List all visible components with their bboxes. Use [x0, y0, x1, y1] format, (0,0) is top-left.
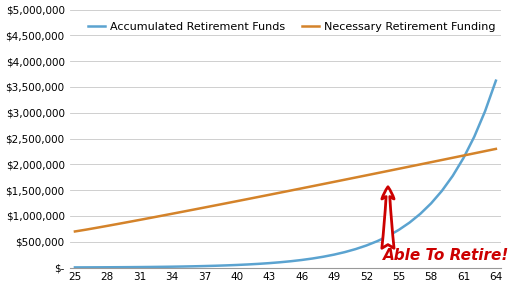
Necessary Retirement Funding [126, 220, 132, 224]
Accumulated Retirement Funds [104, 266, 110, 269]
Necessary Retirement Funding [169, 212, 175, 215]
Accumulated Retirement Funds [244, 263, 251, 266]
Necessary Retirement Funding [482, 149, 488, 153]
Necessary Retirement Funding [417, 163, 423, 166]
Accumulated Retirement Funds [191, 265, 197, 268]
Accumulated Retirement Funds [212, 264, 219, 268]
Necessary Retirement Funding [395, 167, 402, 170]
Accumulated Retirement Funds [385, 234, 391, 238]
Line: Necessary Retirement Funding: Necessary Retirement Funding [75, 149, 496, 232]
Accumulated Retirement Funds [223, 264, 229, 267]
Necessary Retirement Funding [439, 158, 445, 162]
Necessary Retirement Funding [223, 202, 229, 205]
Accumulated Retirement Funds [180, 265, 186, 268]
Accumulated Retirement Funds [137, 265, 143, 269]
Accumulated Retirement Funds [428, 202, 435, 205]
Necessary Retirement Funding [180, 210, 186, 213]
Necessary Retirement Funding [212, 204, 219, 207]
Text: Able To Retire!: Able To Retire! [383, 249, 509, 264]
Accumulated Retirement Funds [374, 240, 380, 243]
Necessary Retirement Funding [288, 189, 294, 192]
Accumulated Retirement Funds [320, 255, 326, 258]
Necessary Retirement Funding [244, 197, 251, 201]
Accumulated Retirement Funds [407, 221, 413, 224]
Necessary Retirement Funding [147, 216, 154, 219]
Necessary Retirement Funding [115, 222, 121, 226]
Necessary Retirement Funding [82, 228, 89, 232]
Accumulated Retirement Funds [115, 266, 121, 269]
Accumulated Retirement Funds [158, 265, 164, 269]
Accumulated Retirement Funds [471, 135, 477, 139]
Accumulated Retirement Funds [417, 212, 423, 215]
Necessary Retirement Funding [493, 147, 499, 151]
Accumulated Retirement Funds [201, 264, 208, 268]
Accumulated Retirement Funds [234, 263, 240, 267]
Necessary Retirement Funding [191, 208, 197, 211]
Accumulated Retirement Funds [342, 250, 348, 254]
Accumulated Retirement Funds [126, 266, 132, 269]
Accumulated Retirement Funds [309, 257, 316, 260]
Accumulated Retirement Funds [460, 156, 467, 160]
Accumulated Retirement Funds [82, 266, 89, 269]
Accumulated Retirement Funds [493, 79, 499, 82]
Accumulated Retirement Funds [449, 174, 456, 178]
Necessary Retirement Funding [331, 180, 337, 183]
Necessary Retirement Funding [93, 226, 100, 230]
Necessary Retirement Funding [374, 171, 380, 175]
Necessary Retirement Funding [266, 193, 272, 196]
Accumulated Retirement Funds [169, 265, 175, 268]
Necessary Retirement Funding [201, 206, 208, 209]
Necessary Retirement Funding [298, 187, 305, 190]
Necessary Retirement Funding [104, 224, 110, 228]
Accumulated Retirement Funds [331, 253, 337, 256]
Accumulated Retirement Funds [352, 247, 359, 251]
Accumulated Retirement Funds [255, 262, 261, 266]
Accumulated Retirement Funds [93, 266, 100, 269]
Necessary Retirement Funding [72, 230, 78, 233]
Accumulated Retirement Funds [395, 228, 402, 232]
Necessary Retirement Funding [320, 182, 326, 186]
Necessary Retirement Funding [449, 156, 456, 160]
Necessary Retirement Funding [363, 174, 370, 177]
Necessary Retirement Funding [137, 218, 143, 222]
Accumulated Retirement Funds [298, 258, 305, 262]
Necessary Retirement Funding [255, 195, 261, 199]
Accumulated Retirement Funds [363, 244, 370, 247]
Necessary Retirement Funding [158, 214, 164, 217]
Necessary Retirement Funding [352, 176, 359, 179]
Legend: Accumulated Retirement Funds, Necessary Retirement Funding: Accumulated Retirement Funds, Necessary … [84, 18, 501, 37]
Accumulated Retirement Funds [72, 266, 78, 269]
Accumulated Retirement Funds [277, 261, 283, 264]
Necessary Retirement Funding [428, 160, 435, 164]
Necessary Retirement Funding [277, 191, 283, 194]
Necessary Retirement Funding [234, 200, 240, 203]
Accumulated Retirement Funds [482, 109, 488, 113]
Necessary Retirement Funding [460, 154, 467, 157]
Accumulated Retirement Funds [266, 262, 272, 265]
Necessary Retirement Funding [342, 178, 348, 181]
Accumulated Retirement Funds [288, 259, 294, 263]
Accumulated Retirement Funds [439, 189, 445, 193]
Necessary Retirement Funding [471, 151, 477, 155]
Accumulated Retirement Funds [147, 265, 154, 269]
Necessary Retirement Funding [407, 165, 413, 168]
Necessary Retirement Funding [385, 169, 391, 173]
Necessary Retirement Funding [309, 185, 316, 188]
Line: Accumulated Retirement Funds: Accumulated Retirement Funds [75, 81, 496, 267]
